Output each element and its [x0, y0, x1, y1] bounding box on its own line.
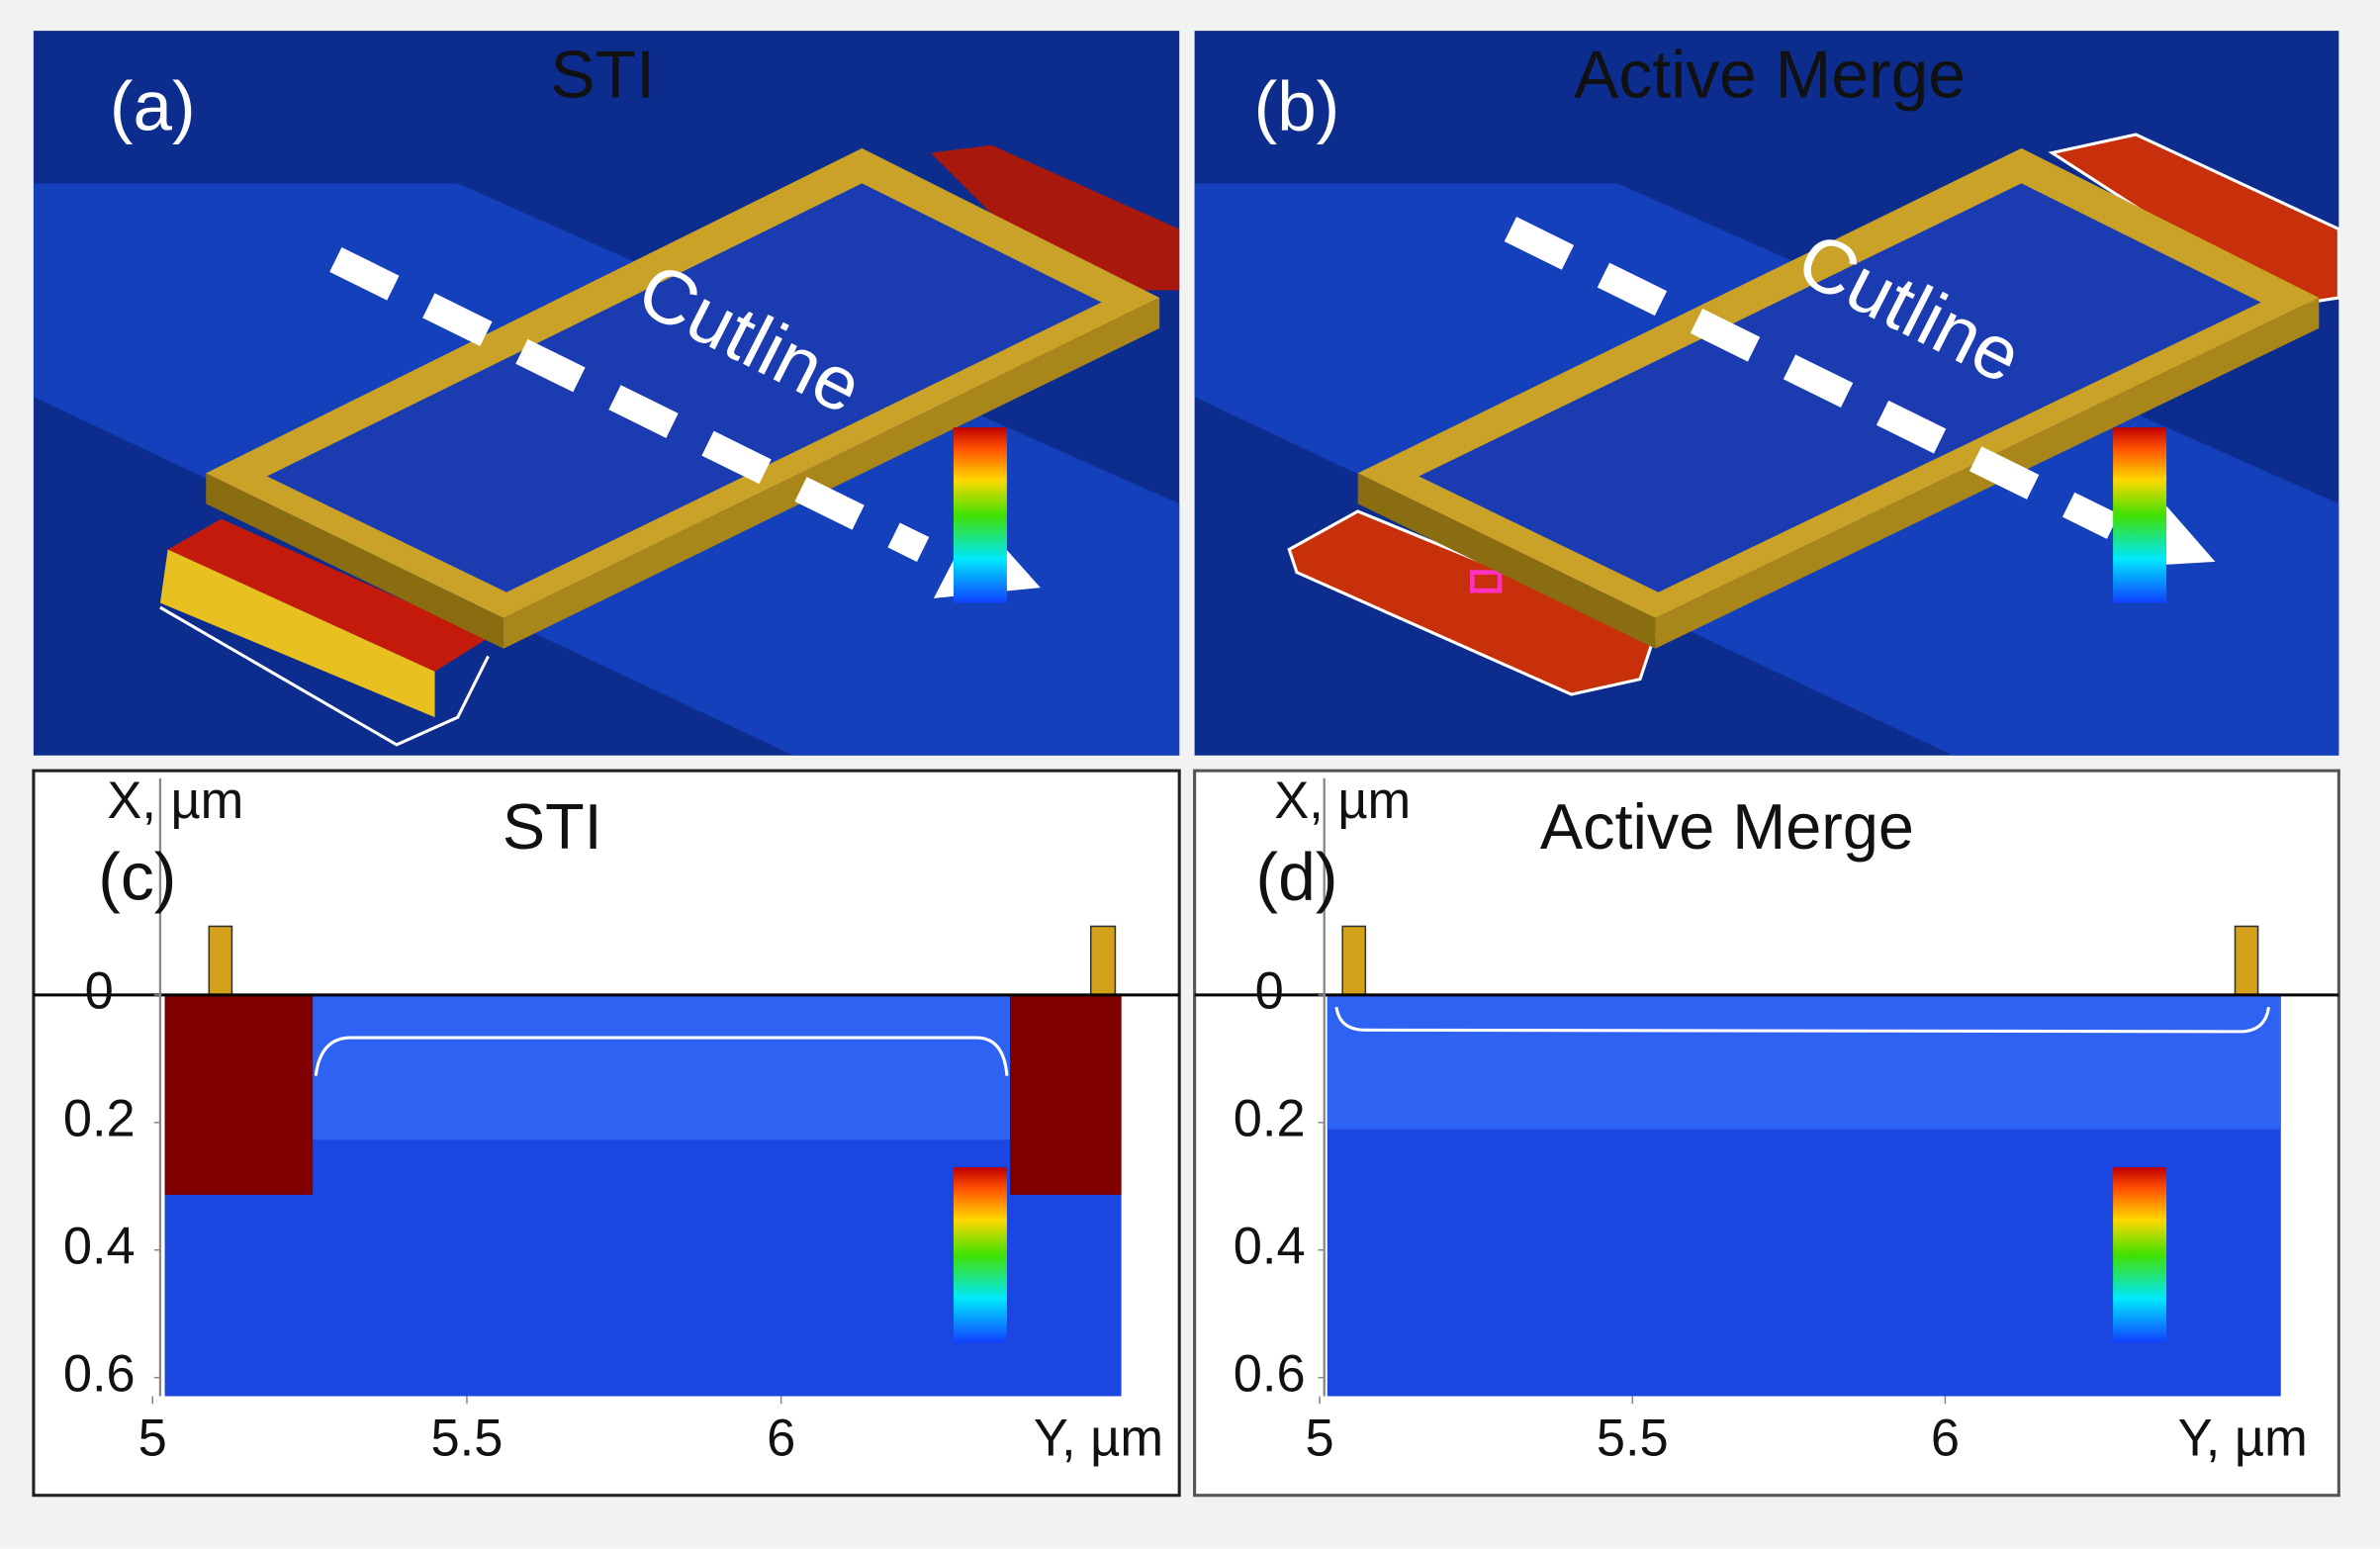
cutline [329, 247, 930, 562]
y-tick-label: 0 [1255, 963, 1284, 1021]
x-tick-label: 5 [1306, 1411, 1334, 1468]
panel-d: X, µm (d) Active Merge Y, µm 00.20.40.65… [1193, 769, 2340, 1498]
panel-b: (b) Active Merge Cutline [1194, 31, 2340, 756]
spacer [1089, 925, 1117, 996]
contour [314, 1036, 1009, 1076]
x-tick-label: 5.5 [431, 1411, 503, 1468]
y-tick-label: 0.2 [1234, 1091, 1306, 1148]
frame-inner [266, 183, 1102, 592]
frame-side [503, 298, 1160, 649]
pad-side [159, 549, 435, 718]
y-tick-label: 0 [85, 963, 114, 1021]
doped-region [1327, 994, 2281, 1130]
spacer [2234, 925, 2259, 996]
x-axis-label: Y, µm [1034, 1411, 1163, 1468]
doped-region [164, 994, 1122, 1140]
x-tick-label: 5 [138, 1411, 167, 1468]
panel-a: (a) STI Cutline [33, 31, 1180, 756]
frame-side [1357, 473, 1656, 649]
frame-side [206, 473, 503, 649]
y-tick-label: 0.6 [1234, 1346, 1306, 1404]
color-bar [2113, 427, 2167, 603]
x-tick-label: 6 [767, 1411, 795, 1468]
sti-block [164, 994, 314, 1195]
pad [930, 144, 1180, 291]
y-axis-label: X, µm [1274, 773, 1411, 830]
y-tick-label: 0.6 [63, 1346, 136, 1404]
y-tick-label: 0.4 [1234, 1219, 1306, 1276]
panel-title: Active Merge [1574, 38, 1966, 112]
panel-label: (d) [1255, 841, 1337, 915]
x-axis-label: Y, µm [2178, 1411, 2308, 1468]
panel-label: (c) [98, 841, 176, 915]
panel-title: STI [550, 38, 655, 112]
pad [167, 518, 489, 672]
panel-label: (a) [110, 68, 196, 146]
spacer [208, 925, 233, 996]
cutline [1504, 217, 2120, 539]
x-tick-label: 6 [1931, 1411, 1960, 1468]
panel-c: X, µm (c) STI Y, µm 0 0.2 0.4 0.65 5.5 6 [32, 769, 1181, 1498]
contour [1334, 1006, 2270, 1034]
contour [159, 605, 490, 747]
y-tick-label: 0.2 [63, 1091, 136, 1148]
contact [1470, 570, 1503, 593]
x-tick-label: 5.5 [1597, 1411, 1669, 1468]
sti-block [1010, 994, 1122, 1195]
panel-title: STI [503, 790, 602, 863]
panel-title: Active Merge [1540, 790, 1914, 863]
color-bar [953, 427, 1007, 603]
color-bar [953, 1167, 1007, 1343]
y-axis-label: X, µm [107, 773, 243, 830]
y-tick-label: 0.4 [63, 1219, 136, 1276]
panel-label: (b) [1254, 68, 1340, 146]
color-bar [2113, 1167, 2167, 1343]
pad [1287, 509, 1658, 696]
spacer [1341, 925, 1367, 996]
